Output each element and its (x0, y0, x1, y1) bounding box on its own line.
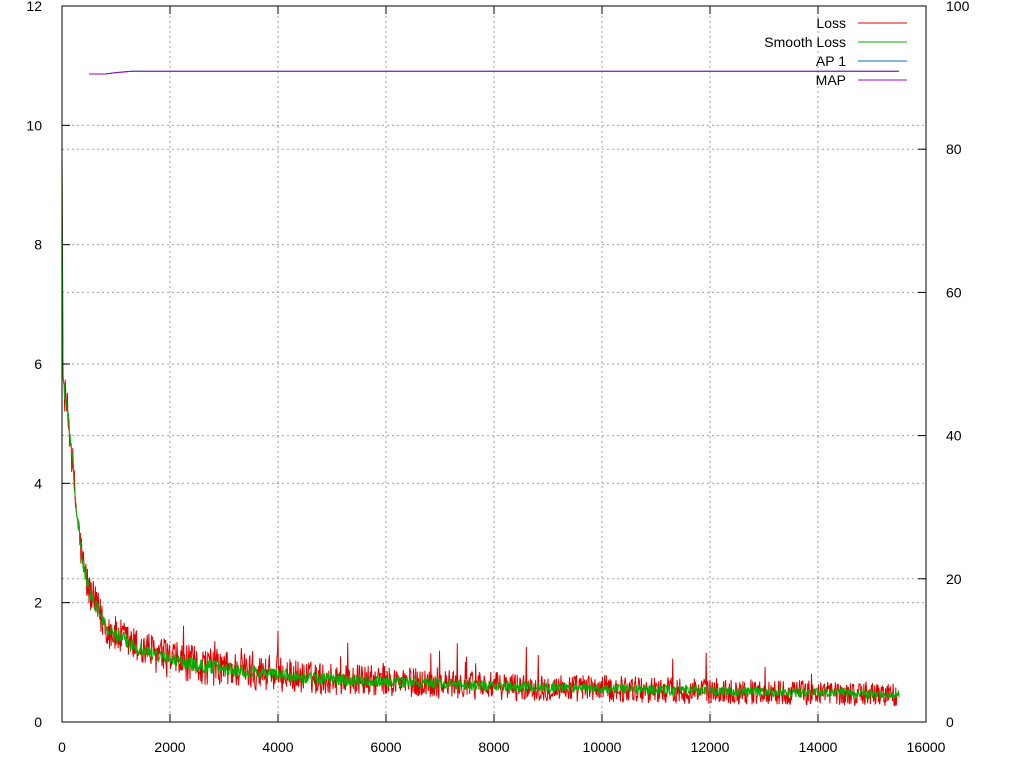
y-tick-label: 8 (34, 237, 42, 253)
legend-label-smooth-loss: Smooth Loss (764, 34, 846, 50)
y2-tick-label: 100 (946, 0, 970, 14)
x-tick-label: 10000 (583, 739, 622, 755)
tick-layer: 0 2000 4000 6000 8000 10000 12000 14000 16000024… (26, 0, 969, 755)
x-tick-label: 12000 (691, 739, 730, 755)
y2-tick-label: 60 (946, 284, 962, 300)
y2-tick-label: 0 (946, 714, 954, 730)
y2-tick-label: 40 (946, 428, 962, 444)
legend-label-map: MAP (816, 72, 846, 88)
x-tick-label: 8000 (478, 739, 509, 755)
x-tick-label: 6000 (370, 739, 401, 755)
y2-tick-label: 20 (946, 571, 962, 587)
y2-tick-label: 80 (946, 141, 962, 157)
legend-label-ap-1: AP 1 (816, 53, 846, 69)
x-tick-label: 0 (58, 739, 66, 755)
series-line-loss (61, 155, 900, 707)
x-tick-label: 16000 (907, 739, 946, 755)
y-tick-label: 0 (34, 714, 42, 730)
y-tick-label: 10 (26, 117, 42, 133)
y-tick-label: 6 (34, 356, 42, 372)
y-tick-label: 4 (34, 475, 42, 491)
series-layer (61, 70, 900, 707)
grid-layer (62, 6, 926, 722)
x-tick-label: 2000 (154, 739, 185, 755)
legend: Loss Smooth Loss AP 1 MAP (764, 15, 907, 88)
y-tick-label: 2 (34, 595, 42, 611)
y-tick-label: 12 (26, 0, 42, 14)
series-line-smooth-loss (61, 155, 900, 700)
series-line-map (89, 70, 899, 75)
x-tick-label: 14000 (799, 739, 838, 755)
x-tick-label: 4000 (262, 739, 293, 755)
legend-label-loss: Loss (816, 15, 846, 31)
